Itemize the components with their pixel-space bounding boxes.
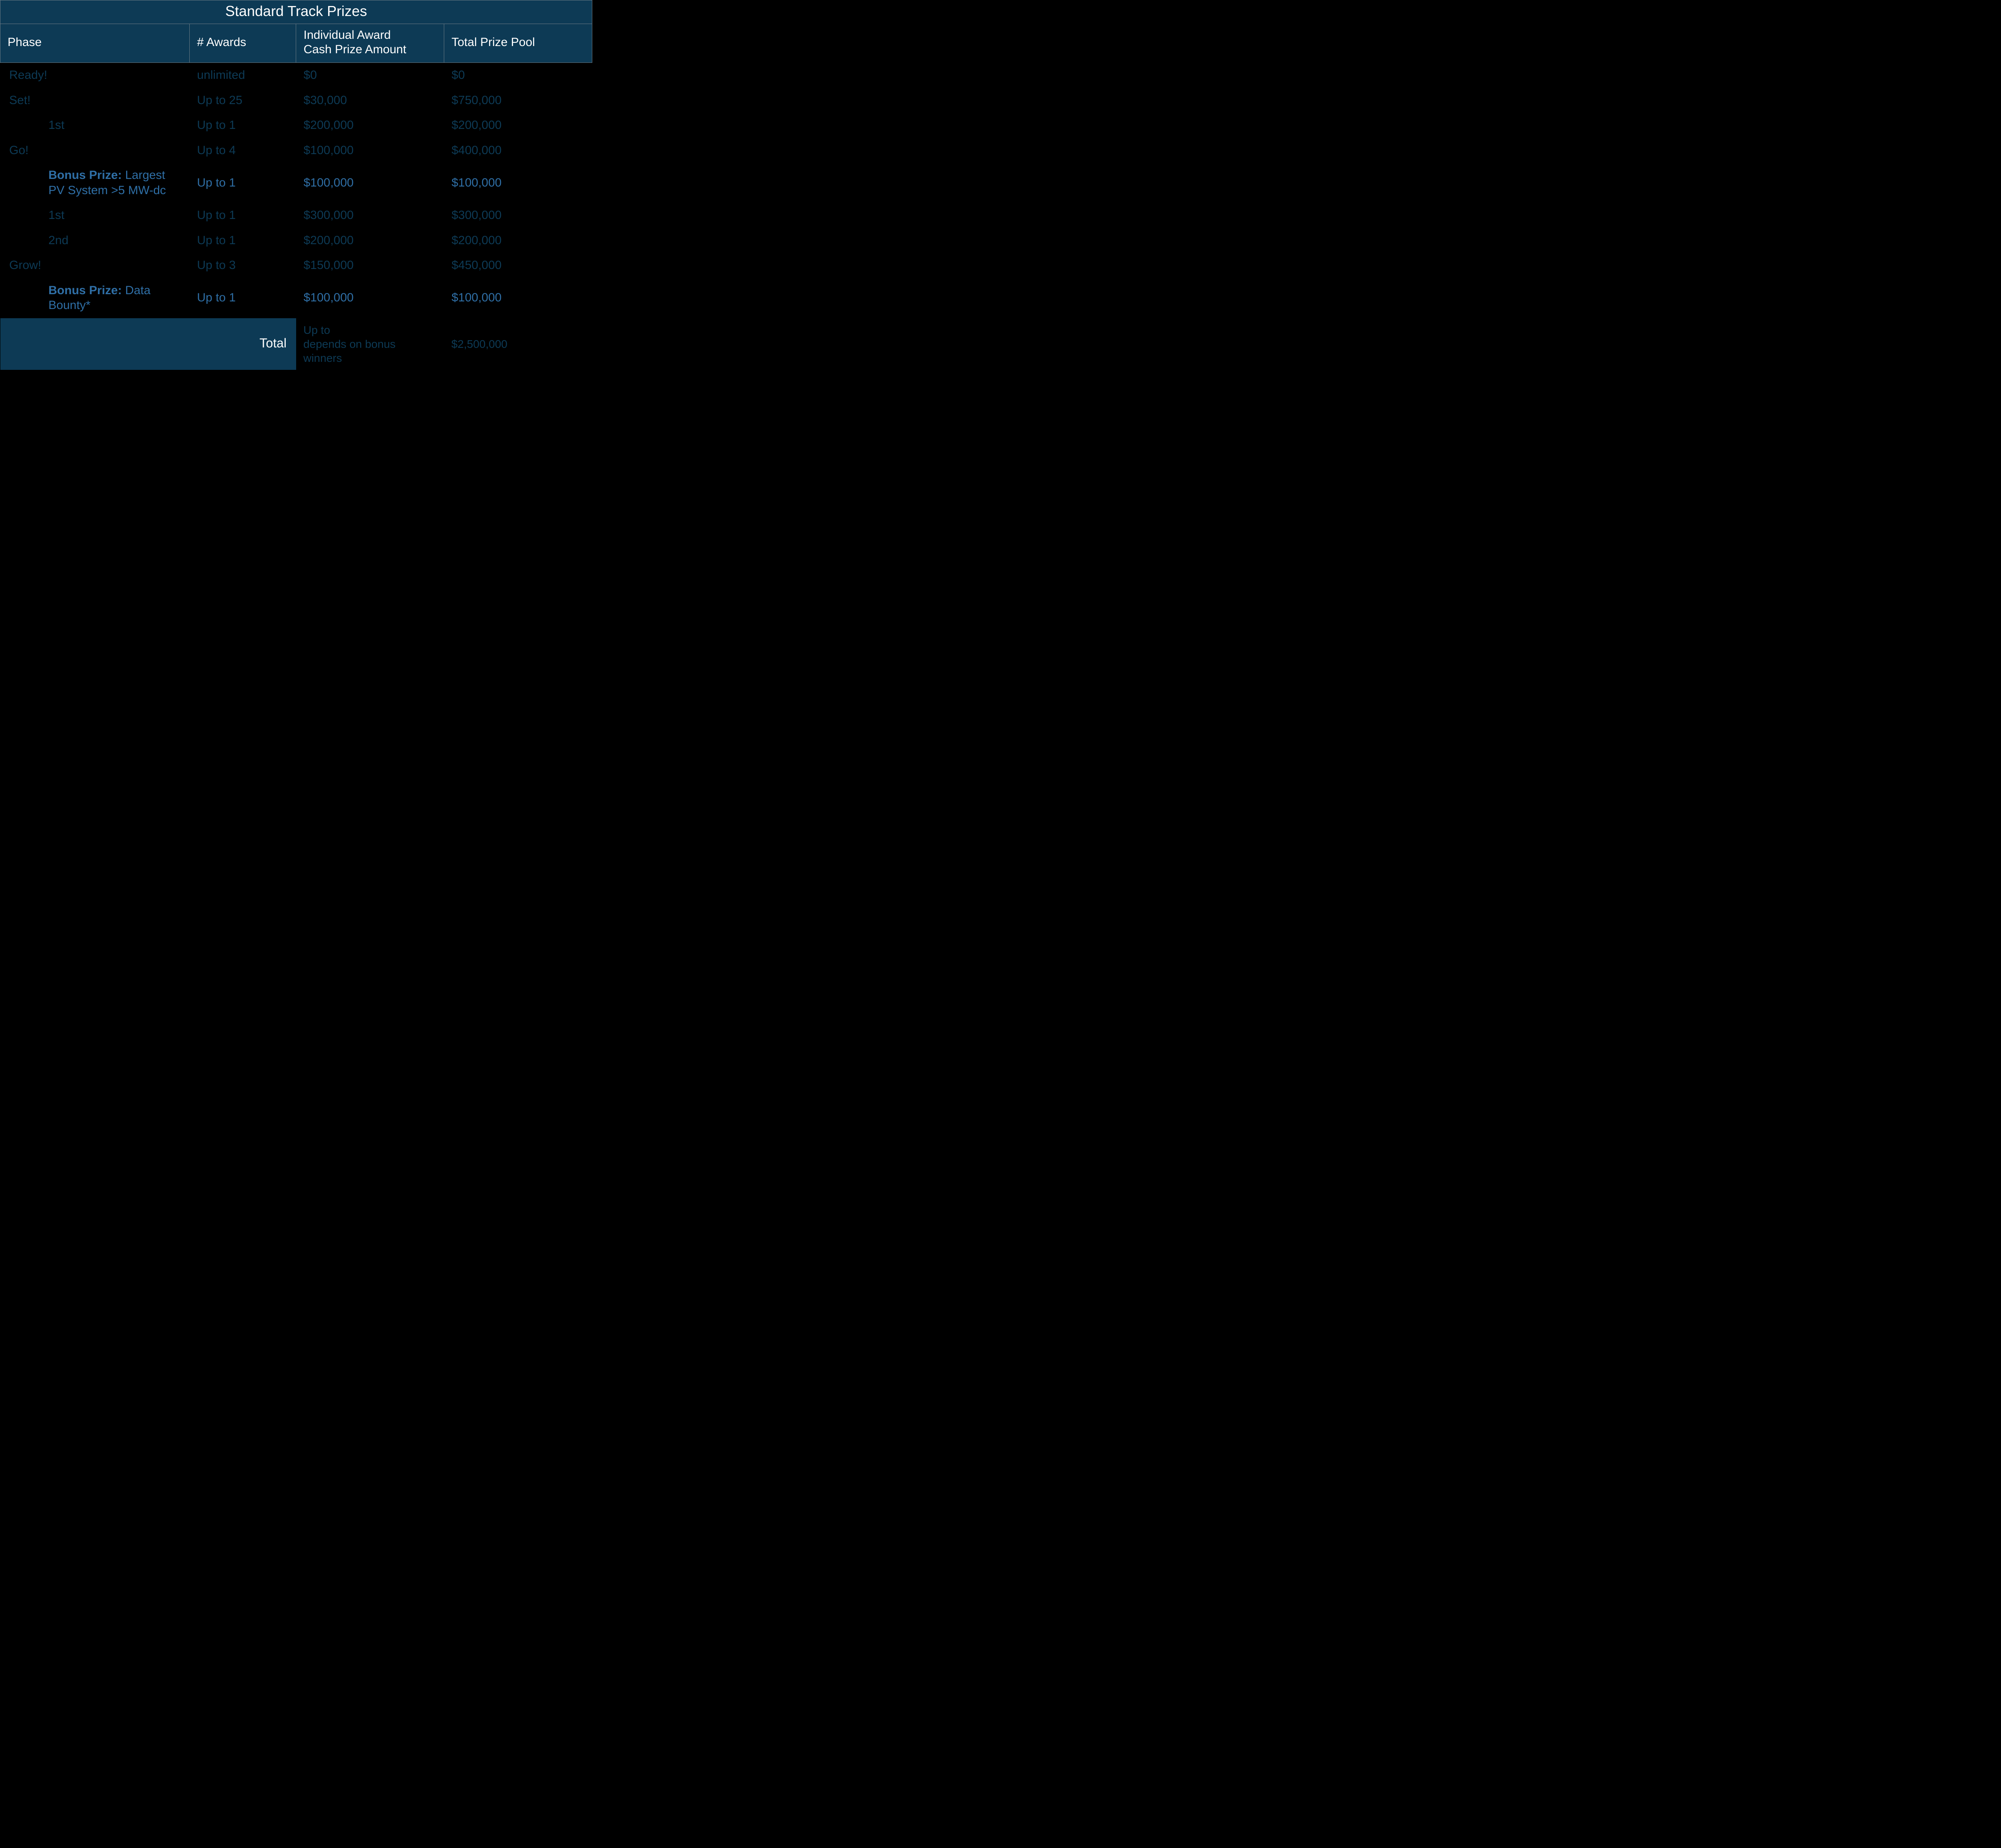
- cell-amount: $200,000: [296, 113, 444, 138]
- phase-name: 1st: [48, 209, 64, 222]
- total-amount-line3: winners: [303, 352, 342, 364]
- table-header-row: Phase # Awards Individual Award Cash Pri…: [0, 24, 592, 63]
- cell-total: $100,000: [444, 278, 592, 318]
- cell-awards: Up to 1: [190, 163, 296, 203]
- cell-phase: Bonus Prize: Data Bounty*: [0, 278, 190, 318]
- table-row: Set! Up to 25 $30,000 $750,000: [0, 88, 592, 113]
- col-header-awards: # Awards: [190, 24, 296, 63]
- cell-amount: $200,000: [296, 228, 444, 253]
- table-row: Grow! Up to 3 $150,000 $450,000: [0, 253, 592, 278]
- phase-name: 2nd: [48, 234, 68, 247]
- total-label: Total: [0, 318, 296, 370]
- cell-amount: $30,000: [296, 88, 444, 113]
- cell-amount: $150,000: [296, 253, 444, 278]
- cell-total: $100,000: [444, 163, 592, 203]
- table-title-row: Standard Track Prizes: [0, 0, 592, 24]
- cell-total: $0: [444, 63, 592, 88]
- total-amount-line2: depends on bonus: [303, 338, 395, 350]
- table-total-row: Total Up to depends on bonus winners $2,…: [0, 318, 592, 370]
- cell-awards: Up to 4: [190, 138, 296, 163]
- cell-amount: $100,000: [296, 278, 444, 318]
- table-row: 2nd Up to 1 $200,000 $200,000: [0, 228, 592, 253]
- col-header-amount-line1: Individual Award: [303, 28, 391, 42]
- cell-awards: Up to 25: [190, 88, 296, 113]
- cell-phase: Grow!: [0, 253, 190, 278]
- cell-total: $200,000: [444, 228, 592, 253]
- cell-amount: $300,000: [296, 203, 444, 228]
- phase-name: Ready!: [9, 68, 47, 82]
- cell-total: $400,000: [444, 138, 592, 163]
- table-row: Bonus Prize: Data Bounty* Up to 1 $100,0…: [0, 278, 592, 318]
- cell-phase: Go!: [0, 138, 190, 163]
- cell-phase: 1st: [0, 113, 190, 138]
- phase-name: 1st: [48, 118, 64, 132]
- total-amount: Up to depends on bonus winners: [296, 318, 444, 370]
- cell-awards: Up to 1: [190, 203, 296, 228]
- cell-awards: unlimited: [190, 63, 296, 88]
- table-row: 1st Up to 1 $300,000 $300,000: [0, 203, 592, 228]
- col-header-total: Total Prize Pool: [444, 24, 592, 63]
- cell-total: $450,000: [444, 253, 592, 278]
- table-row: Go! Up to 4 $100,000 $400,000: [0, 138, 592, 163]
- cell-total: $300,000: [444, 203, 592, 228]
- prize-table: Standard Track Prizes Phase # Awards Ind…: [0, 0, 592, 370]
- cell-awards: Up to 3: [190, 253, 296, 278]
- cell-phase: 2nd: [0, 228, 190, 253]
- cell-amount: $100,000: [296, 163, 444, 203]
- cell-awards: Up to 1: [190, 278, 296, 318]
- prize-table-container: Standard Track Prizes Phase # Awards Ind…: [0, 0, 592, 370]
- table-title: Standard Track Prizes: [0, 0, 592, 24]
- col-header-amount: Individual Award Cash Prize Amount: [296, 24, 444, 63]
- phase-name: Go!: [9, 144, 28, 157]
- cell-total: $750,000: [444, 88, 592, 113]
- table-row: Ready! unlimited $0 $0: [0, 63, 592, 88]
- cell-awards: Up to 1: [190, 113, 296, 138]
- total-pool: $2,500,000: [444, 318, 592, 370]
- col-header-amount-line2: Cash Prize Amount: [303, 43, 406, 56]
- cell-phase: Ready!: [0, 63, 190, 88]
- cell-amount: $100,000: [296, 138, 444, 163]
- phase-label: Bonus Prize:: [48, 284, 125, 297]
- cell-phase: Set!: [0, 88, 190, 113]
- cell-phase: 1st: [0, 203, 190, 228]
- phase-name: Set!: [9, 94, 30, 107]
- table-row: Bonus Prize: Largest PV System >5 MW-dc …: [0, 163, 592, 203]
- phase-name: Grow!: [9, 259, 41, 272]
- total-amount-line1: Up to: [303, 324, 330, 336]
- cell-amount: $0: [296, 63, 444, 88]
- cell-awards: Up to 1: [190, 228, 296, 253]
- cell-phase: Bonus Prize: Largest PV System >5 MW-dc: [0, 163, 190, 203]
- cell-total: $200,000: [444, 113, 592, 138]
- phase-label: Bonus Prize:: [48, 169, 125, 182]
- table-row: 1st Up to 1 $200,000 $200,000: [0, 113, 592, 138]
- col-header-phase: Phase: [0, 24, 190, 63]
